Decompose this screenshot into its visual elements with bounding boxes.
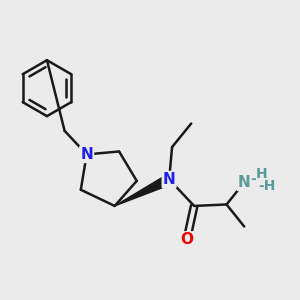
Text: O: O — [180, 232, 193, 247]
Text: H: H — [255, 167, 267, 181]
Text: -: - — [250, 172, 256, 186]
Text: N: N — [80, 147, 93, 162]
Text: N: N — [238, 175, 250, 190]
Text: N: N — [163, 172, 175, 187]
Polygon shape — [115, 175, 172, 206]
Text: -H: -H — [258, 179, 276, 193]
